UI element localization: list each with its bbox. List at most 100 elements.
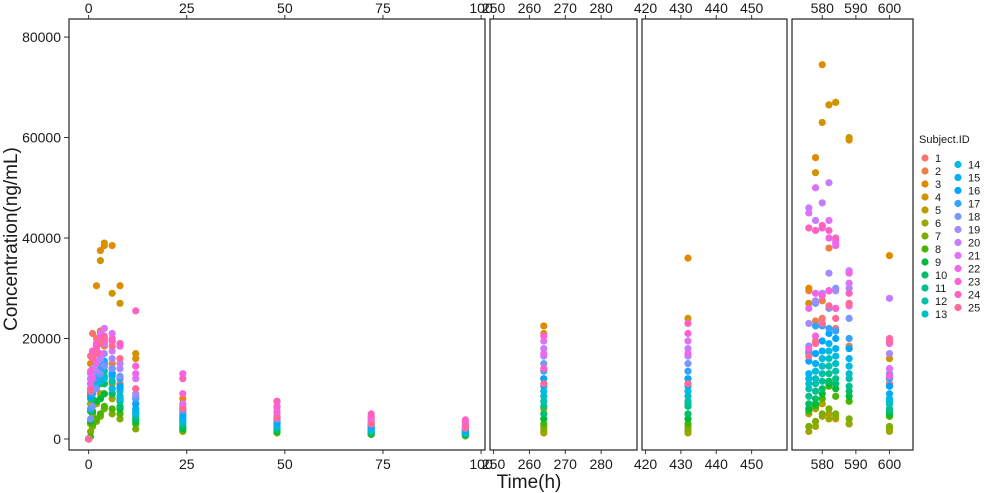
data-point-subject-20: [818, 199, 826, 207]
data-point-subject-3: [92, 282, 101, 290]
data-point-subject-22: [832, 241, 840, 250]
data-point-subject-10: [108, 390, 116, 398]
legend-item-1: 1: [921, 153, 941, 165]
legend-label: 20: [968, 238, 980, 250]
data-point-subject-21: [825, 216, 833, 225]
x-tick-label-top: 50: [277, 0, 293, 16]
data-point-subject-11: [825, 370, 833, 378]
panel-2: 250 250 260 260 270 270 280 280: [482, 0, 638, 472]
legend-swatch: [954, 277, 962, 286]
data-point-subject-11: [805, 392, 813, 400]
x-tick-label: 450: [740, 456, 764, 472]
legend-label: 22: [968, 264, 980, 276]
legend-label: 7: [935, 231, 941, 243]
legend-swatch: [921, 193, 929, 201]
data-point-subject-7: [805, 422, 813, 431]
data-point-subject-14: [108, 385, 116, 393]
data-point-subject-25: [100, 334, 108, 343]
x-tick-label-top: 440: [705, 0, 729, 16]
data-point-subject-16: [108, 370, 116, 378]
data-point-subject-8: [684, 420, 692, 428]
data-point-subject-9: [845, 392, 853, 400]
data-point-subject-19: [832, 287, 840, 295]
data-point-subject-11: [811, 387, 820, 395]
data-point-subject-25: [96, 339, 104, 348]
data-point-subject-16: [832, 334, 840, 343]
data-point-subject-21: [845, 279, 853, 287]
data-point-subject-6: [845, 420, 853, 428]
data-point-subject-18: [540, 360, 548, 368]
legend-swatch: [921, 232, 929, 240]
x-tick-label-top: 25: [179, 0, 195, 16]
data-point-subject-7: [108, 410, 116, 418]
data-point-subject-2: [108, 360, 116, 368]
x-tick-label-top: 430: [669, 0, 693, 16]
data-point-subject-7: [684, 425, 692, 433]
data-point-subject-7: [818, 410, 826, 418]
legend-label: 25: [968, 303, 980, 315]
data-point-subject-23: [684, 329, 692, 338]
legend-label: 23: [968, 277, 980, 289]
data-point-subject-2: [811, 317, 820, 325]
data-point-subject-9: [832, 385, 840, 393]
legend-item-8: 8: [921, 244, 941, 256]
data-point-subject-3: [885, 252, 894, 260]
legend-item-17: 17: [954, 199, 980, 211]
legend-swatch: [921, 297, 929, 305]
x-tick-label-top: 0: [85, 0, 93, 16]
data-point-subject-18: [116, 372, 124, 380]
data-point-subject-19: [805, 319, 813, 328]
x-tick-label: 250: [482, 456, 506, 472]
data-point-subject-23: [132, 362, 140, 370]
data-point-subject-10: [805, 400, 813, 408]
legend-swatch: [921, 219, 929, 227]
data-point-subject-17: [811, 322, 820, 330]
data-point-subject-3: [96, 246, 104, 255]
data-point-subject-25: [832, 314, 840, 323]
legend-item-18: 18: [954, 212, 980, 224]
data-point-subject-22: [805, 304, 813, 312]
legend-item-13: 13: [921, 309, 947, 321]
data-point-subject-25: [86, 387, 95, 395]
data-point-subject-3: [684, 254, 692, 262]
data-point-subject-25: [684, 380, 692, 388]
data-point-subject-24: [108, 337, 116, 345]
data-point-subject-19: [108, 355, 116, 363]
data-point-subject-10: [825, 377, 833, 385]
data-point-subject-23: [179, 390, 187, 398]
x-tick-label-top: 450: [740, 0, 764, 16]
x-tick-label: 590: [844, 456, 868, 472]
data-point-subject-4: [885, 355, 894, 363]
legend-item-21: 21: [954, 251, 980, 263]
legend-label: 8: [935, 244, 941, 256]
legend-label: 19: [968, 225, 980, 237]
data-point-subject-11: [832, 375, 840, 383]
x-tick-label-top: 260: [518, 0, 542, 16]
data-point-subject-10: [818, 385, 826, 393]
y-tick-label: 80000: [22, 29, 61, 45]
legend-label: 3: [935, 179, 941, 191]
data-point-subject-4: [818, 118, 826, 127]
panel-border: [641, 18, 788, 451]
legend-swatch: [921, 271, 929, 279]
data-point-subject-9: [96, 395, 104, 403]
data-point-subject-25: [88, 355, 97, 363]
data-point-subject-14: [684, 387, 692, 395]
x-tick-label: 440: [705, 456, 729, 472]
data-point-subject-24: [832, 234, 840, 242]
data-point-subject-24: [684, 319, 692, 328]
data-point-subject-3: [540, 322, 548, 330]
legend-swatch: [954, 186, 962, 195]
legend: Subject.ID 12345678910111213141516171819…: [919, 134, 980, 321]
legend-swatch: [921, 245, 929, 253]
legend-item-7: 7: [921, 231, 941, 243]
legend-swatch: [921, 258, 929, 266]
data-point-subject-3: [818, 61, 826, 69]
data-point-subject-8: [116, 410, 124, 418]
data-point-subject-9: [540, 415, 548, 423]
data-point-subject-7: [116, 415, 124, 423]
data-point-subject-15: [132, 405, 140, 413]
legend-item-25: 25: [954, 303, 980, 315]
legend-item-16: 16: [954, 186, 980, 198]
data-point-subject-25: [85, 435, 93, 443]
